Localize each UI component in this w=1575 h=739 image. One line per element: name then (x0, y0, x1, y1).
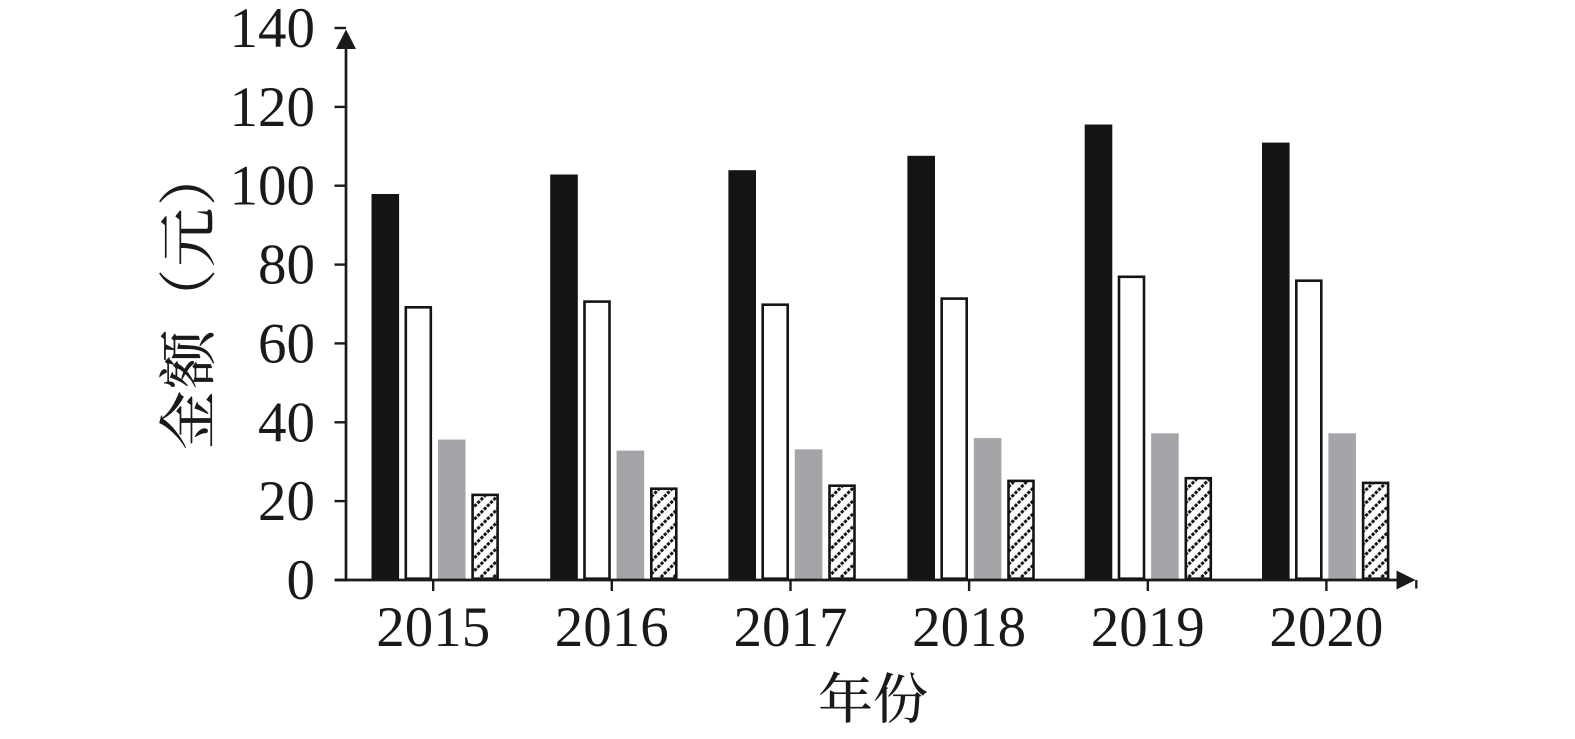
svg-text:2016: 2016 (555, 596, 669, 659)
svg-text:140: 140 (230, 0, 316, 60)
svg-text:0: 0 (287, 549, 316, 612)
svg-text:2019: 2019 (1091, 596, 1205, 659)
svg-text:100: 100 (230, 155, 316, 218)
svg-text:2015: 2015 (376, 596, 490, 659)
svg-text:2017: 2017 (734, 596, 848, 659)
svg-text:40: 40 (258, 391, 315, 454)
svg-text:60: 60 (258, 312, 315, 375)
svg-text:2020: 2020 (1269, 596, 1383, 659)
svg-text:120: 120 (230, 76, 316, 139)
svg-text:80: 80 (258, 234, 315, 297)
svg-text:2018: 2018 (912, 596, 1026, 659)
svg-text:20: 20 (258, 470, 315, 533)
